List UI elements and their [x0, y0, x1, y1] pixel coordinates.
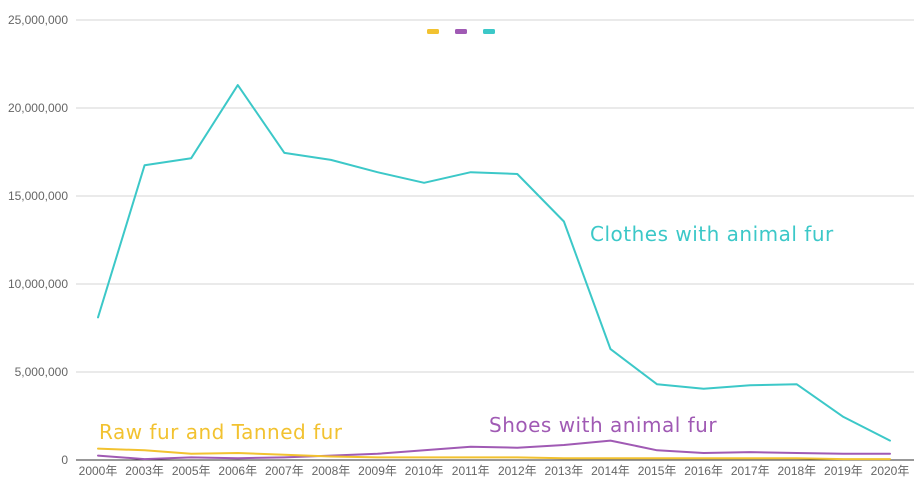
x-tick-label: 2013年: [545, 464, 584, 478]
series-label: Raw fur and Tanned fur: [99, 420, 343, 444]
legend-swatch: [427, 29, 439, 34]
y-tick-label: 15,000,000: [8, 189, 68, 203]
x-tick-label: 2007年: [265, 464, 304, 478]
legend-swatch: [455, 29, 467, 34]
x-tick-label: 2019年: [824, 464, 863, 478]
x-tick-label: 2005年: [172, 464, 211, 478]
x-axis-ticks: 2000年 2003年 2005年 2006年 2007年 2008年 2009年 2010年…: [79, 464, 910, 478]
series-lines: [97, 84, 891, 461]
series-labels: Clothes with animal fur Shoes with animal…: [99, 222, 834, 444]
y-tick-label: 0: [61, 453, 68, 467]
series-line: [97, 84, 891, 442]
x-tick-label: 2020年: [871, 464, 910, 478]
x-tick-label: 2010年: [405, 464, 444, 478]
legend: [427, 29, 495, 34]
x-tick-label: 2012年: [498, 464, 537, 478]
y-axis-ticks: 0 5,000,000 10,000,000 15,000,000 20,000,000…: [8, 13, 68, 467]
x-tick-label: 2017年: [731, 464, 770, 478]
legend-swatch: [483, 29, 495, 34]
x-tick-label: 2015年: [638, 464, 677, 478]
series-label: Clothes with animal fur: [590, 222, 834, 246]
series-line: [97, 439, 891, 461]
y-tick-label: 5,000,000: [15, 365, 69, 379]
x-tick-label: 2014年: [591, 464, 630, 478]
x-tick-label: 2006年: [218, 464, 257, 478]
x-tick-label: 2009年: [358, 464, 397, 478]
series-label: Shoes with animal fur: [489, 413, 717, 437]
gridlines: [76, 19, 914, 461]
x-tick-label: 2016年: [684, 464, 723, 478]
x-tick-label: 2003年: [125, 464, 164, 478]
x-tick-label: 2008年: [312, 464, 351, 478]
series-line: [97, 447, 891, 461]
x-tick-label: 2018年: [777, 464, 816, 478]
y-tick-label: 25,000,000: [8, 13, 68, 27]
x-tick-label: 2011年: [452, 464, 490, 478]
y-tick-label: 20,000,000: [8, 101, 68, 115]
y-tick-label: 10,000,000: [8, 277, 68, 291]
x-tick-label: 2000年: [79, 464, 118, 478]
